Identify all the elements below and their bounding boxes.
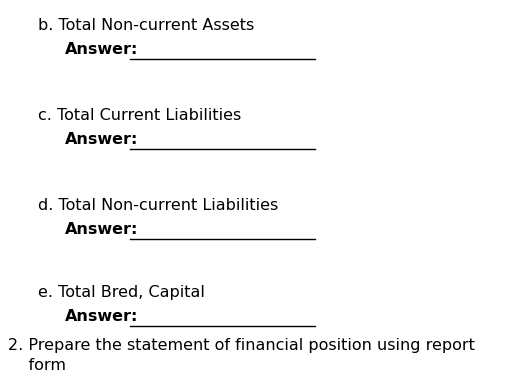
Text: d. Total Non-current Liabilities: d. Total Non-current Liabilities (38, 198, 278, 213)
Text: 2. Prepare the statement of financial position using report: 2. Prepare the statement of financial po… (8, 338, 475, 353)
Text: e. Total Bred, Capital: e. Total Bred, Capital (38, 285, 205, 300)
Text: b. Total Non-current Assets: b. Total Non-current Assets (38, 18, 254, 33)
Text: c. Total Current Liabilities: c. Total Current Liabilities (38, 108, 241, 123)
Text: Answer:: Answer: (65, 42, 138, 57)
Text: form: form (8, 358, 66, 373)
Text: Answer:: Answer: (65, 132, 138, 147)
Text: Answer:: Answer: (65, 222, 138, 237)
Text: Answer:: Answer: (65, 309, 138, 324)
